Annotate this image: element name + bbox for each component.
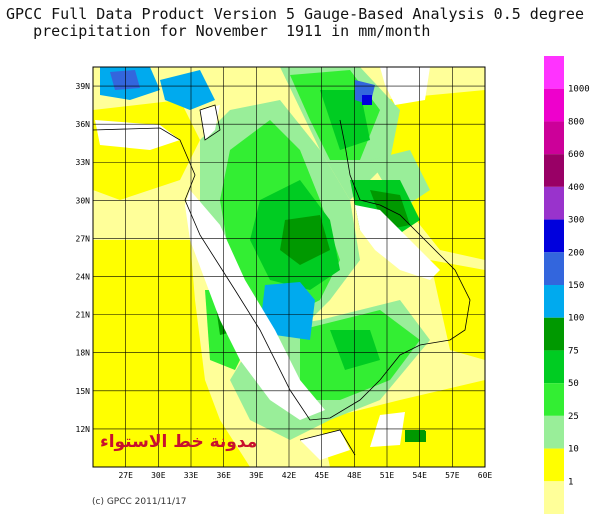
legend-swatch (544, 285, 564, 318)
latitude-label: 24N (76, 273, 91, 282)
longitude-label: 36E (216, 471, 231, 480)
legend-swatch (544, 350, 564, 384)
latitude-label: 18N (76, 349, 91, 358)
legend-swatch (544, 383, 564, 416)
latitude-labels: 39N 36N 33N 30N 27N 24N 21N 18N 15N 12N (76, 82, 91, 434)
legend-swatch (544, 56, 564, 89)
latitude-label: 27N (76, 234, 91, 243)
legend-level-label: 300 (568, 216, 584, 226)
latitude-label: 12N (76, 425, 91, 434)
legend-swatch (544, 121, 564, 155)
longitude-label: 27E (118, 471, 133, 480)
latitude-label: 15N (76, 387, 91, 396)
latitude-label: 39N (76, 82, 91, 91)
longitude-label: 57E (445, 471, 460, 480)
legend-level-label: 150 (568, 281, 584, 291)
watermark-text: مدونة خط الاستواء (100, 432, 258, 452)
legend-level-label: 400 (568, 183, 584, 193)
coastlines (93, 104, 471, 456)
legend-level-label: 800 (568, 117, 584, 127)
legend-level-label: 600 (568, 150, 584, 160)
legend-level-label: 10 (568, 445, 579, 455)
map-grid (93, 67, 486, 467)
longitude-label: 51E (380, 471, 395, 480)
legend-level-label: 1000 (568, 85, 590, 95)
legend-level-label: 100 (568, 314, 584, 324)
latitude-label: 36N (76, 120, 91, 129)
legend-level-label: 50 (568, 379, 579, 389)
latitude-label: 21N (76, 311, 91, 320)
longitude-label: 48E (347, 471, 362, 480)
copyright-notice: (c) GPCC 2011/11/17 (92, 497, 187, 507)
legend-level-label: 200 (568, 248, 584, 258)
legend-level-label: 25 (568, 412, 579, 422)
latitude-label: 30N (76, 196, 91, 205)
legend-swatch (544, 317, 564, 351)
legend-swatch (544, 186, 564, 220)
legend-level-label: 1 (568, 477, 573, 487)
map-title: GPCC Full Data Product Version 5 Gauge-B… (6, 6, 584, 40)
longitude-label: 39E (249, 471, 264, 480)
legend-swatch (544, 448, 564, 482)
latitude-label: 33N (76, 158, 91, 167)
longitude-labels: 27E 30E 33E 36E 39E 42E 45E 48E 51E 54E 57E 60E (118, 471, 492, 480)
legend-swatch (544, 154, 564, 187)
legend-swatch (544, 88, 564, 122)
longitude-label: 42E (282, 471, 297, 480)
legend-swatch (544, 481, 564, 514)
title-line-2: precipitation for November 1911 in mm/mo… (33, 22, 431, 40)
longitude-label: 45E (314, 471, 329, 480)
legend-level-label: 75 (568, 346, 579, 356)
legend-swatch (544, 219, 564, 253)
title-line-1: GPCC Full Data Product Version 5 Gauge-B… (6, 5, 584, 23)
longitude-label: 33E (184, 471, 199, 480)
legend-swatch (544, 252, 564, 285)
longitude-label: 30E (151, 471, 166, 480)
longitude-label: 54E (412, 471, 427, 480)
longitude-label: 60E (478, 471, 493, 480)
legend-swatch (544, 415, 564, 449)
